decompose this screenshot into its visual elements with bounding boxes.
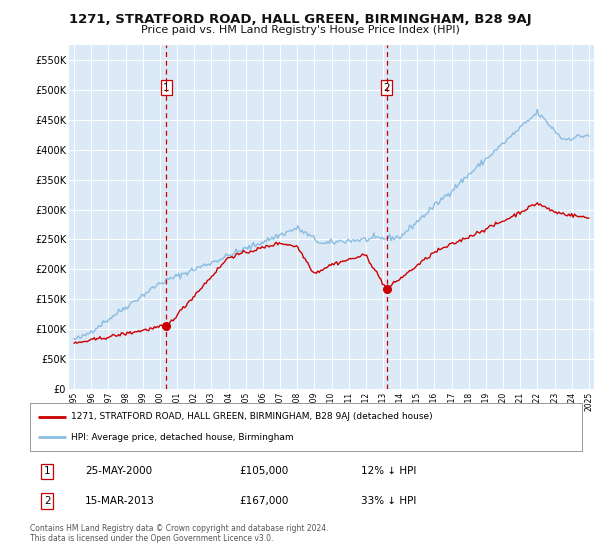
Text: Price paid vs. HM Land Registry's House Price Index (HPI): Price paid vs. HM Land Registry's House … bbox=[140, 25, 460, 35]
Text: Contains HM Land Registry data © Crown copyright and database right 2024.
This d: Contains HM Land Registry data © Crown c… bbox=[30, 524, 329, 543]
Text: 33% ↓ HPI: 33% ↓ HPI bbox=[361, 496, 416, 506]
Text: 25-MAY-2000: 25-MAY-2000 bbox=[85, 466, 152, 477]
Text: £105,000: £105,000 bbox=[240, 466, 289, 477]
Text: 15-MAR-2013: 15-MAR-2013 bbox=[85, 496, 155, 506]
Text: 1271, STRATFORD ROAD, HALL GREEN, BIRMINGHAM, B28 9AJ (detached house): 1271, STRATFORD ROAD, HALL GREEN, BIRMIN… bbox=[71, 412, 433, 421]
Text: HPI: Average price, detached house, Birmingham: HPI: Average price, detached house, Birm… bbox=[71, 433, 294, 442]
Text: 12% ↓ HPI: 12% ↓ HPI bbox=[361, 466, 416, 477]
Text: £167,000: £167,000 bbox=[240, 496, 289, 506]
Text: 1271, STRATFORD ROAD, HALL GREEN, BIRMINGHAM, B28 9AJ: 1271, STRATFORD ROAD, HALL GREEN, BIRMIN… bbox=[68, 13, 532, 26]
Text: 2: 2 bbox=[383, 83, 390, 93]
Text: 1: 1 bbox=[163, 83, 170, 93]
Text: 2: 2 bbox=[44, 496, 50, 506]
Text: 1: 1 bbox=[44, 466, 50, 477]
